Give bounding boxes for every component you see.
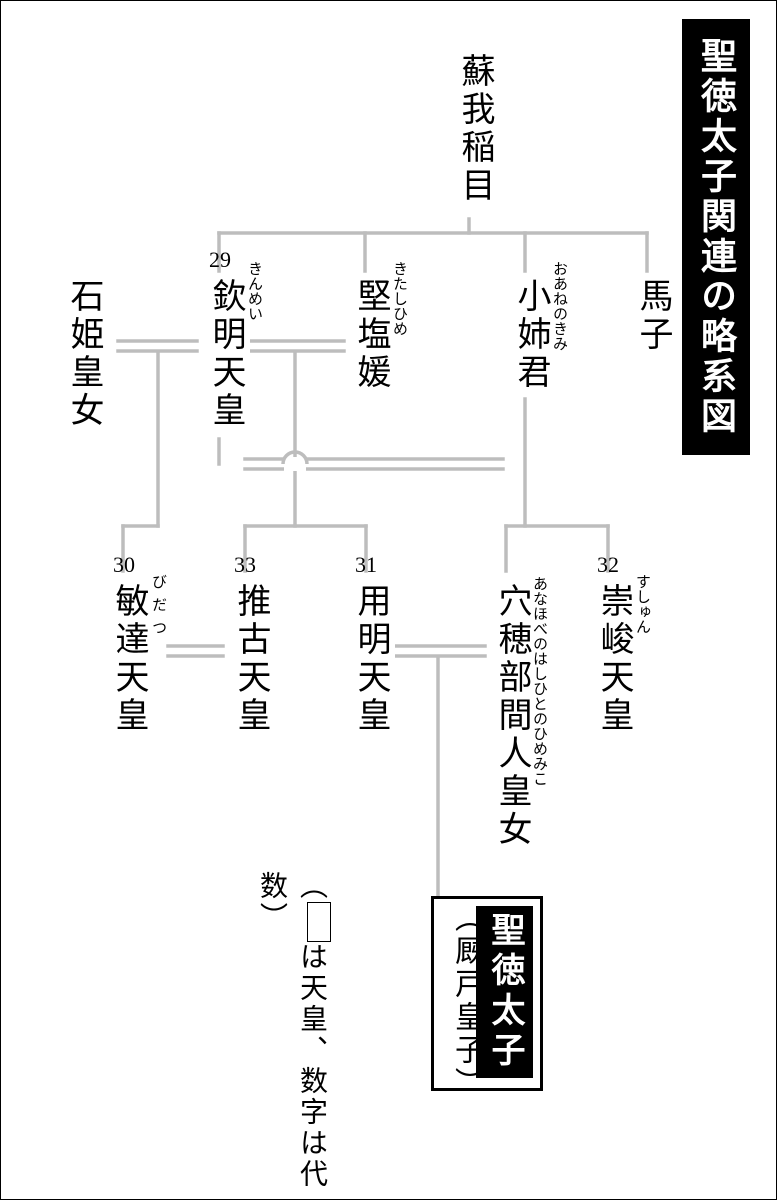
- node-ishihime: 石姫皇女: [59, 276, 108, 432]
- number-kinmei: 29: [209, 247, 231, 273]
- ruby-anahobe: あなほべのはしひとのひめみこ: [529, 576, 550, 786]
- ruby-kitashihime: きたしひめ: [389, 261, 410, 336]
- highlight-shotoku-sub: （厩戸皇子）: [444, 902, 488, 1088]
- legend-pre: （: [296, 871, 327, 902]
- node-oane: 小姉君: [506, 276, 555, 394]
- highlight-shotoku-box: 聖徳太子 （厩戸皇子）: [431, 896, 543, 1091]
- node-kinmei: 欽明天皇: [201, 276, 250, 432]
- node-bidatsu: 敏達天皇: [104, 581, 153, 737]
- number-suiko: 33: [234, 552, 256, 578]
- ruby-kinmei: きんめい: [244, 261, 265, 321]
- node-soga-iname: 蘇我稲目: [450, 51, 499, 207]
- node-umako: 馬子: [628, 276, 677, 356]
- ruby-bidatsu: びだつ: [148, 574, 169, 643]
- diagram-title: 聖徳太子関連の略系図: [682, 19, 750, 455]
- node-sushun: 崇峻天皇: [589, 581, 638, 737]
- number-bidatsu: 30: [113, 552, 135, 578]
- node-yomei: 用明天皇: [346, 581, 395, 737]
- legend: （は天皇︑数字は代数）: [251, 871, 331, 1199]
- ruby-sushun: すしゅん: [632, 574, 653, 634]
- node-suiko: 推古天皇: [226, 581, 275, 737]
- number-sushun: 32: [597, 552, 619, 578]
- node-kitashihime: 堅塩媛: [346, 276, 395, 394]
- ruby-oane: おあねのきみ: [549, 261, 570, 351]
- number-yomei: 31: [355, 552, 377, 578]
- legend-box-icon: [307, 902, 331, 942]
